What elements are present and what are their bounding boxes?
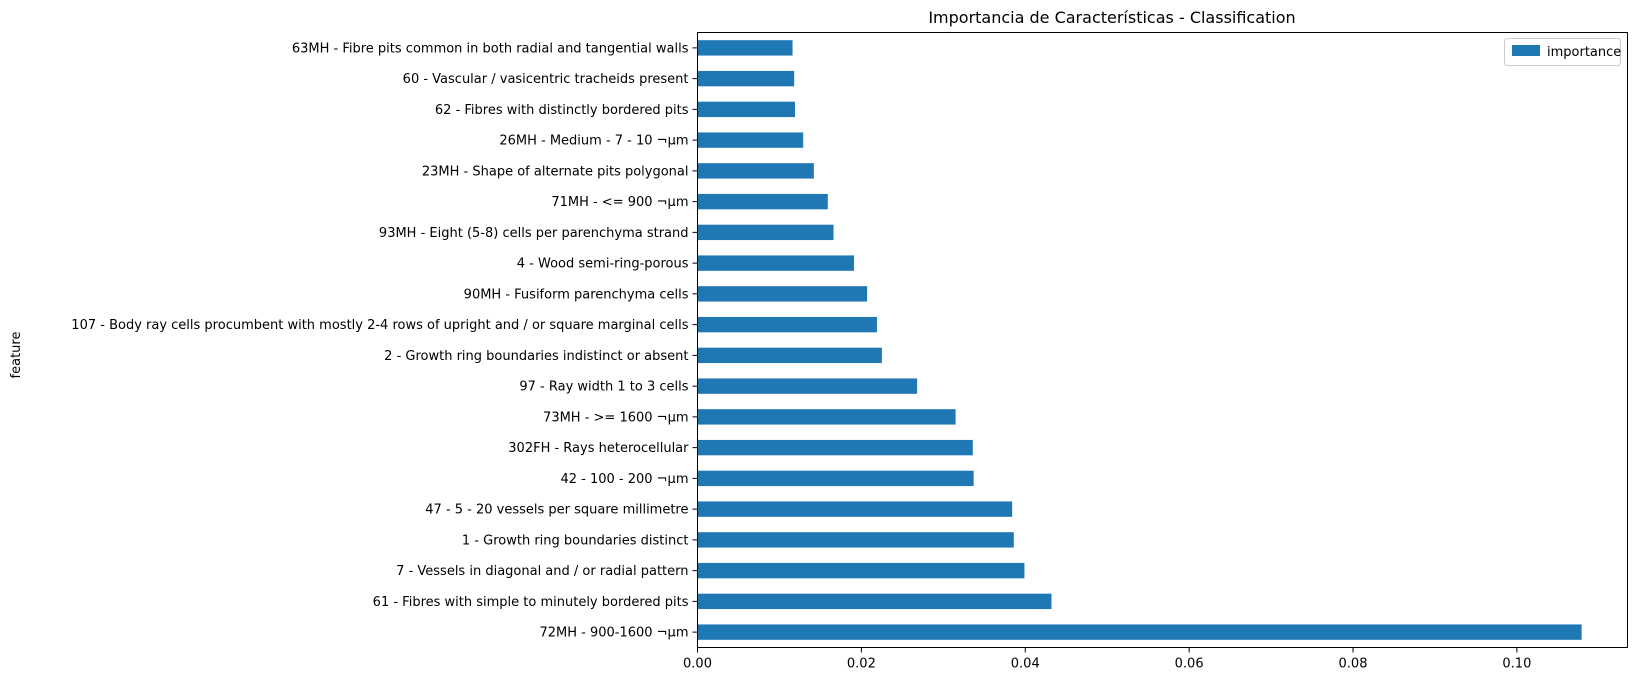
bar [697, 409, 956, 425]
bar [697, 501, 1013, 517]
y-tick-label: 72MH - 900-1600 ¬µm [539, 626, 688, 641]
y-tick-labels: 72MH - 900-1600 ¬µm 61 - Fibres with simp… [71, 41, 698, 641]
legend-swatch [1512, 45, 1540, 56]
x-tick-label: 0.00 [683, 657, 712, 672]
y-tick-label: 62 - Fibres with distinctly bordered pit… [435, 103, 689, 118]
x-tick-label: 0.02 [847, 657, 876, 672]
bar [697, 470, 974, 487]
legend-label: importance [1547, 45, 1621, 60]
y-tick-label: 73MH - >= 1600 ¬µm [543, 410, 688, 425]
bar [697, 70, 795, 87]
y-tick-label: 47 - 5 - 20 vessels per square millimetr… [425, 503, 688, 518]
bar [697, 163, 814, 179]
y-tick-label: 23MH - Shape of alternate pits polygonal [422, 164, 689, 179]
bar [697, 532, 1014, 548]
bar [697, 40, 793, 56]
bar [697, 593, 1052, 610]
bar [697, 286, 868, 302]
y-tick-label: 90MH - Fusiform parenchyma cells [464, 287, 689, 302]
bars-layer [697, 40, 1582, 640]
y-tick-label: 7 - Vessels in diagonal and / or radial … [396, 564, 688, 579]
y-tick-label: 107 - Body ray cells procumbent with mos… [71, 318, 688, 333]
y-tick-label: 71MH - <= 900 ¬µm [551, 195, 688, 210]
bar [697, 193, 828, 210]
x-tick-label: 0.04 [1011, 657, 1040, 672]
legend: importance [1504, 38, 1621, 66]
y-tick-label: 1 - Growth ring boundaries distinct [462, 533, 689, 548]
y-tick-label: 42 - 100 - 200 ¬µm [560, 472, 688, 487]
x-tick-labels: 0.00 0.02 0.04 0.06 0.08 0.10 [683, 647, 1531, 672]
bar [697, 224, 834, 241]
y-tick-label: 2 - Growth ring boundaries indistinct or… [384, 349, 688, 364]
y-tick-label: 97 - Ray width 1 to 3 cells [519, 380, 688, 395]
bar [697, 101, 796, 118]
chart-title: Importancia de Características - Classif… [928, 8, 1295, 27]
y-tick-label: 63MH - Fibre pits common in both radial … [292, 41, 689, 56]
bar [697, 255, 855, 271]
bar [697, 132, 804, 148]
y-tick-label: 26MH - Medium - 7 - 10 ¬µm [499, 134, 688, 149]
x-tick-label: 0.06 [1175, 657, 1204, 672]
x-tick-label: 0.10 [1502, 657, 1531, 672]
bar [697, 562, 1025, 579]
bar [697, 316, 877, 333]
y-tick-label: 302FH - Rays heterocellular [508, 441, 689, 456]
y-tick-label: 4 - Wood semi-ring-porous [517, 257, 689, 272]
plot-frame [697, 32, 1628, 648]
y-tick-label: 61 - Fibres with simple to minutely bord… [373, 595, 689, 610]
bar [697, 624, 1582, 640]
bar [697, 439, 973, 456]
y-tick-label: 93MH - Eight (5-8) cells per parenchyma … [379, 226, 689, 241]
bar [697, 378, 918, 394]
y-axis-label: feature [9, 332, 24, 379]
y-tick-label: 60 - Vascular / vasicentric tracheids pr… [403, 72, 689, 87]
bar [697, 347, 882, 364]
x-tick-label: 0.08 [1339, 657, 1368, 672]
